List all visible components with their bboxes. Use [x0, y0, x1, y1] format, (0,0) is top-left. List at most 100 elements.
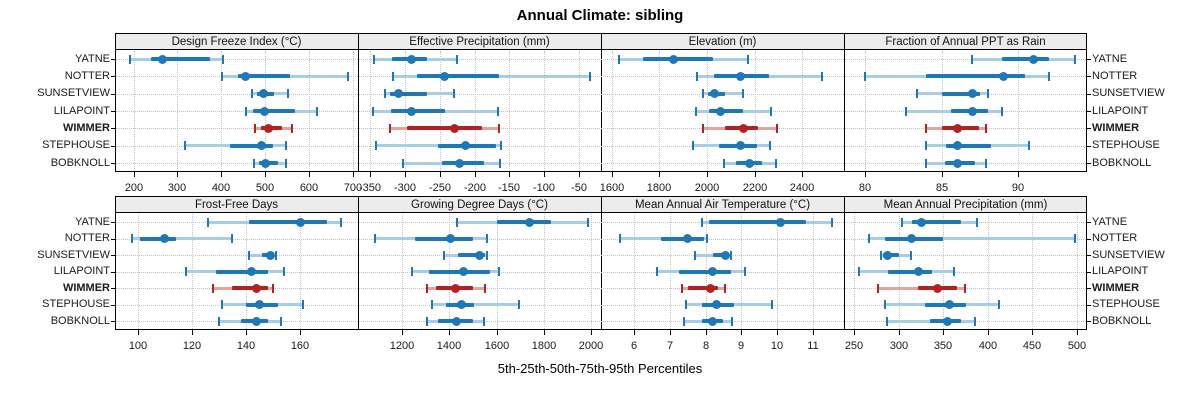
- site-label-right: LILAPOINT: [1092, 265, 1149, 277]
- tick-gridline: [134, 51, 135, 171]
- axis-tick-label: 600: [299, 182, 319, 194]
- axis-tick-label: 500: [1067, 340, 1087, 352]
- site-label-right: BOBKNOLL: [1092, 156, 1152, 169]
- axis-tick: [402, 330, 403, 335]
- whisker-cap-5: [858, 267, 861, 276]
- axis-tick-label: 450: [1022, 340, 1042, 352]
- whisker-cap-95: [453, 89, 456, 99]
- site-axis-tick: [1087, 288, 1091, 289]
- tick-gridline: [813, 214, 814, 329]
- axis-tick-label: 300: [889, 340, 909, 352]
- median-dot: [715, 106, 725, 116]
- whisker-cap-95: [998, 300, 1001, 309]
- median-dot: [160, 234, 170, 243]
- whisker-cap-95: [743, 267, 746, 276]
- axis-tick-label: 7: [666, 340, 674, 352]
- site-axis-tick: [111, 271, 115, 273]
- site-axis-tick: [111, 163, 115, 164]
- panel-strip-title: Design Freeze Index (°C): [171, 36, 302, 48]
- site-label-left: YATNE: [74, 215, 110, 228]
- site-axis-tick: [1087, 304, 1091, 306]
- axis-tick: [370, 172, 371, 177]
- whisker-cap-5: [693, 250, 696, 260]
- median-dot: [735, 141, 745, 151]
- panel-strip-title: Effective Precipitation (mm): [409, 36, 550, 48]
- panel-divider: [601, 196, 602, 330]
- whisker-cap-5: [683, 316, 686, 326]
- median-dot: [683, 234, 693, 243]
- site-label-left: WIMMER: [62, 121, 110, 134]
- tick-gridline: [777, 214, 778, 329]
- median-dot: [739, 123, 749, 133]
- site-axis-tick: [1087, 238, 1091, 240]
- whisker-cap-5: [384, 89, 387, 99]
- site-gridline: [116, 305, 1086, 306]
- median-dot: [708, 316, 718, 326]
- median-dot: [265, 250, 275, 260]
- whisker-cap-95: [731, 316, 734, 326]
- axis-tick: [741, 330, 742, 335]
- axis-tick-label: 1800: [646, 182, 672, 194]
- median-dot: [998, 71, 1008, 81]
- whisker-cap-95: [284, 141, 287, 151]
- axis-tick-label: -250: [428, 182, 452, 194]
- median-dot: [883, 250, 893, 260]
- site-axis-tick: [111, 93, 115, 95]
- median-dot: [256, 141, 266, 151]
- median-dot: [449, 123, 459, 133]
- whisker-cap-5: [217, 316, 220, 326]
- median-dot: [711, 300, 721, 309]
- median-dot: [241, 71, 251, 81]
- tick-gridline: [177, 51, 178, 171]
- axis-tick: [246, 330, 247, 335]
- median-dot: [735, 71, 745, 81]
- axis-tick: [579, 172, 580, 177]
- axis-tick: [591, 330, 592, 335]
- axis-tick: [755, 172, 756, 177]
- tick-gridline: [509, 51, 510, 171]
- site-gridline: [116, 163, 1086, 164]
- median-dot: [708, 267, 718, 276]
- whisker-cap-5: [618, 234, 621, 243]
- site-label-left: SUNSETVIEW: [37, 87, 110, 100]
- site-axis-tick: [1087, 163, 1091, 164]
- panel-divider: [844, 196, 845, 330]
- whisker-cap-95: [776, 123, 779, 133]
- axis-tick-label: 500: [255, 182, 275, 194]
- axis-tick: [134, 172, 135, 177]
- axis-tick-label: 8: [702, 340, 710, 352]
- site-gridline: [116, 146, 1086, 147]
- site-gridline: [116, 239, 1086, 240]
- axis-tick-label: 9: [737, 340, 745, 352]
- whisker-cap-95: [482, 316, 485, 326]
- axis-tick: [509, 172, 510, 177]
- axis-tick-label: 11: [807, 340, 819, 352]
- whisker-cap-5: [885, 316, 888, 326]
- tick-gridline: [402, 214, 403, 329]
- site-label-right: SUNSETVIEW: [1092, 87, 1165, 100]
- median-dot: [913, 267, 923, 276]
- site-axis-tick: [111, 255, 115, 256]
- band-25-75: [660, 236, 704, 241]
- median-dot: [295, 217, 305, 227]
- median-dot: [440, 71, 450, 81]
- axis-tick: [1077, 330, 1078, 335]
- whisker-cap-5: [185, 267, 188, 276]
- site-axis-tick: [111, 238, 115, 240]
- site-gridline: [116, 76, 1086, 77]
- median-dot: [776, 217, 786, 227]
- axis-tick: [177, 172, 178, 177]
- whisker-cap-95: [741, 89, 744, 99]
- whisker-cap-5: [722, 158, 725, 168]
- median-dot: [933, 283, 943, 293]
- site-label-right: NOTTER: [1092, 232, 1138, 244]
- whisker-cap-95: [1074, 234, 1077, 243]
- axis-tick-label: -150: [497, 182, 521, 194]
- site-gridline: [116, 94, 1086, 95]
- band-25-75: [252, 109, 296, 113]
- axis-tick-label: 120: [182, 340, 202, 352]
- site-gridline: [116, 111, 1086, 112]
- axis-tick-label: 2200: [742, 182, 768, 194]
